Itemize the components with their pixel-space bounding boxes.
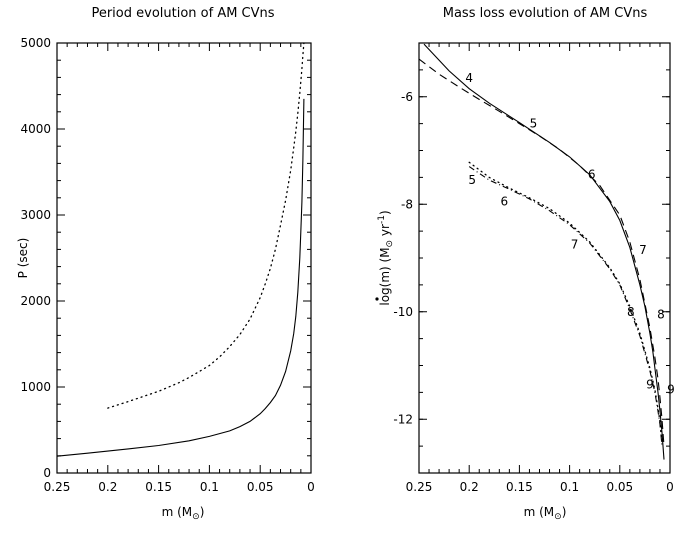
massloss-series-solid <box>423 43 665 460</box>
massloss-annotation: 6 <box>501 195 509 209</box>
massloss-ylabel-text: log(m) (M⊙ yr-1) <box>377 210 395 305</box>
period-xtick-label: 0.1 <box>200 480 219 494</box>
massloss-annotation: 9 <box>646 377 654 391</box>
massloss-series-dotted <box>468 161 663 445</box>
period-ytick-label: 3000 <box>20 208 51 222</box>
massloss-series <box>418 43 665 460</box>
massloss-x-ticks: 0.25 0.2 0.15 0.1 0.05 0 <box>406 43 674 494</box>
period-ytick-label: 0 <box>43 466 51 480</box>
period-panel: Period evolution of AM CVns 0.25 0.2 0.15 0… <box>16 6 315 522</box>
massloss-annotation: 5 <box>468 173 476 187</box>
massloss-y-ticks: -6 -8 -10 -12 <box>393 42 670 474</box>
period-xlabel: m (M⊙) <box>162 505 205 522</box>
massloss-annotations: 4 5 6 7 8 9 9 5 6 7 8 <box>465 71 674 397</box>
massloss-ytick-label: -10 <box>393 305 413 319</box>
massloss-xlabel: m (M⊙) <box>524 505 567 522</box>
period-series-solid <box>56 98 305 457</box>
massloss-xtick-label: 0.15 <box>506 480 533 494</box>
massloss-xtick-label: 0.25 <box>406 480 433 494</box>
period-ytick-label: 4000 <box>20 122 51 136</box>
massloss-annotation: 4 <box>465 71 473 85</box>
period-ylabel: P (sec) <box>16 238 30 279</box>
period-y-ticks: 0 1000 2000 3000 4000 5000 <box>20 36 311 480</box>
massloss-panel: Mass loss evolution of AM CVns 0.25 0.2 0.… <box>375 6 675 522</box>
massloss-ytick-label: -8 <box>401 197 413 211</box>
massloss-title: Mass loss evolution of AM CVns <box>443 6 648 21</box>
massloss-annotation: 8 <box>657 307 665 321</box>
period-xtick-label: 0.2 <box>98 480 117 494</box>
massloss-ytick-label: -6 <box>401 90 413 104</box>
period-xtick-label: 0.15 <box>145 480 172 494</box>
massloss-annotation: 7 <box>639 243 647 257</box>
massloss-annotation: 9 <box>667 383 675 397</box>
period-ytick-label: 2000 <box>20 294 51 308</box>
period-x-ticks: 0.25 0.2 0.15 0.1 0.05 0 <box>44 43 315 494</box>
massloss-xtick-label: 0.1 <box>560 480 579 494</box>
massloss-series-dashed <box>418 58 665 447</box>
period-xtick-label: 0 <box>307 480 315 494</box>
massloss-ylabel: log(m) (M⊙ yr-1) <box>375 210 395 306</box>
massloss-xtick-label: 0.05 <box>606 480 633 494</box>
period-series-dotted <box>107 42 305 409</box>
period-ytick-label: 5000 <box>20 36 51 50</box>
massloss-annotation: 6 <box>588 168 596 182</box>
massloss-annotation: 7 <box>571 238 579 252</box>
period-series <box>56 42 305 457</box>
period-title: Period evolution of AM CVns <box>91 6 274 21</box>
massloss-ytick-label: -12 <box>393 412 413 426</box>
massloss-annotation: 8 <box>627 305 635 319</box>
period-xtick-label: 0.05 <box>247 480 274 494</box>
massloss-xtick-label: 0.2 <box>460 480 479 494</box>
massloss-annotation: 5 <box>530 117 538 131</box>
massloss-xtick-label: 0 <box>666 480 674 494</box>
period-ytick-label: 1000 <box>20 380 51 394</box>
period-xtick-label: 0.25 <box>44 480 71 494</box>
mdot-dot <box>375 297 379 301</box>
period-plot-frame <box>56 42 312 474</box>
